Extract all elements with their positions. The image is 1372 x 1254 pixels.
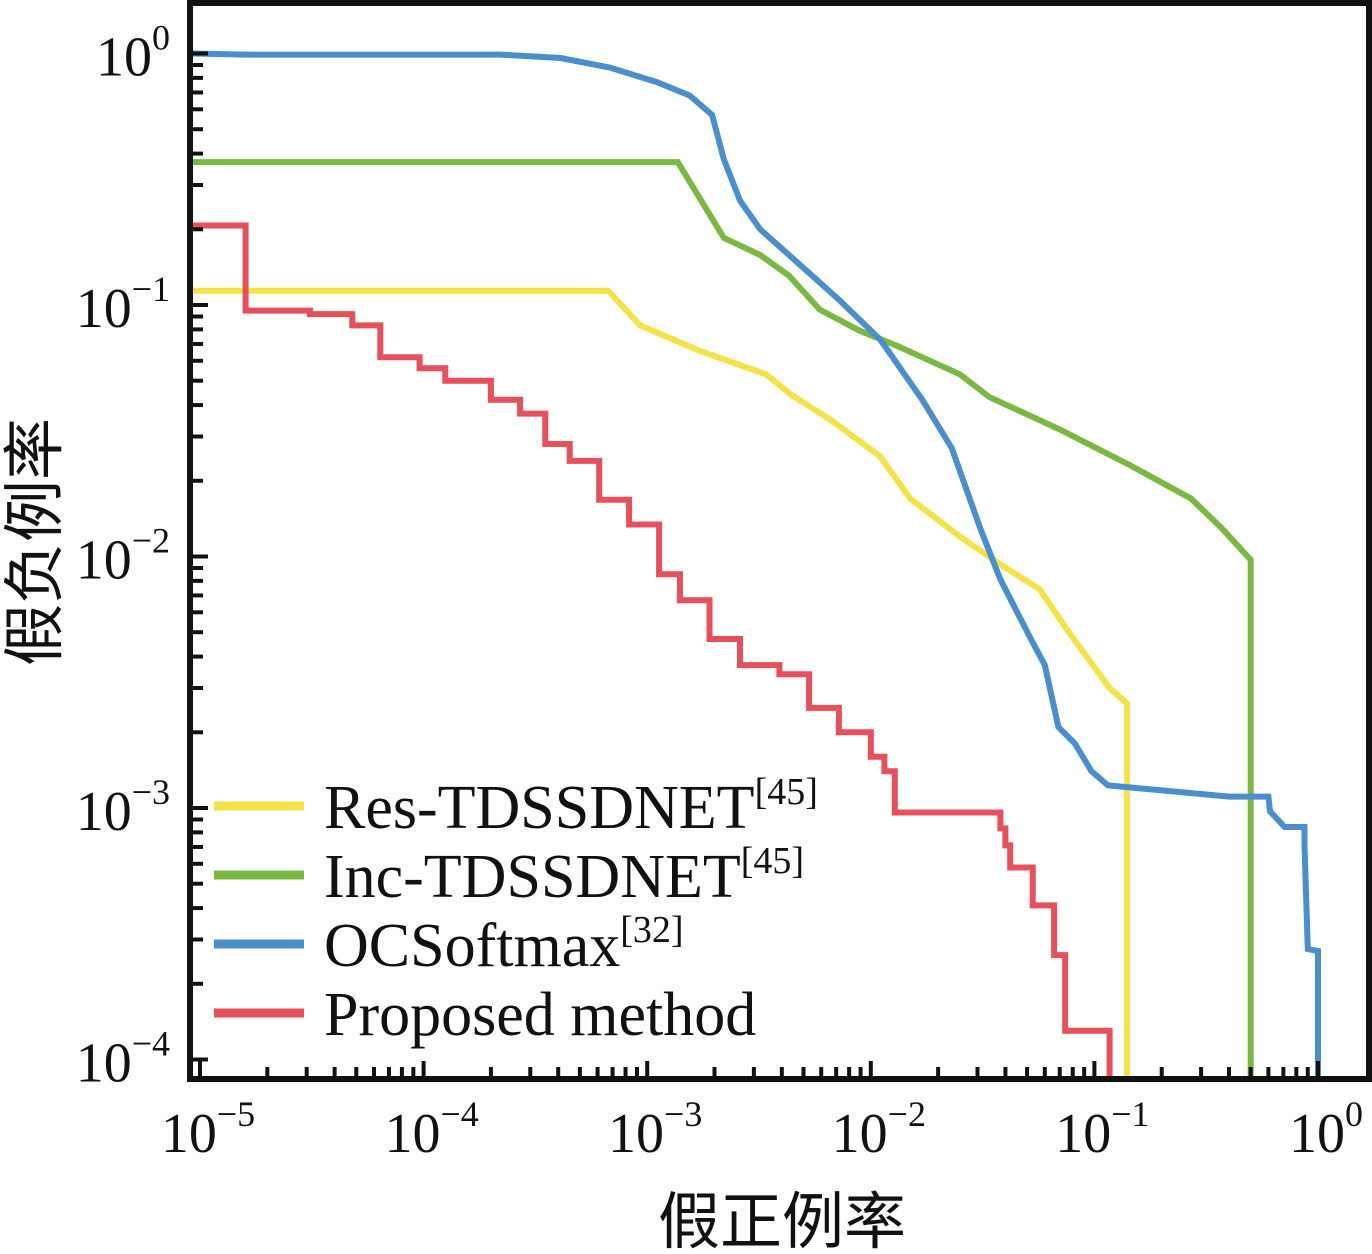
series-line-inc-tdssdnet [192,159,1254,1077]
x-tick-label: 10−3 [608,1094,702,1165]
x-tick-label: 10−4 [384,1094,478,1165]
x-axis-ticks [198,1061,1320,1079]
x-axis-title: 假正例率 [658,1185,906,1254]
y-tick-label: 100 [96,18,170,89]
series-layer [191,50,1321,1077]
y-tick-label: 10−2 [76,521,170,592]
legend-label: Proposed method [324,981,756,1049]
x-tick-label: 10−1 [1055,1094,1149,1165]
y-axis-tick-labels: 100 10−1 10−2 10−3 10−4 [76,18,170,1095]
x-tick-label: 10−2 [832,1094,926,1165]
plot-frame [187,0,1372,1082]
series-line-res-tdssdnet [192,287,1131,1077]
legend-item: OCSoftmax[32] [214,909,684,980]
legend-label: OCSoftmax[32] [324,909,684,980]
y-tick-label: 10−4 [76,1024,170,1095]
x-tick-label: 10−5 [161,1094,255,1165]
legend-label: Inc-TDSSDNET[45] [324,840,804,911]
legend: Res-TDSSDNET[45]Inc-TDSSDNET[45]OCSoftma… [214,771,818,1049]
series-line-ocsoftmax [191,50,1321,1077]
y-axis-title: 假负例率 [0,418,71,666]
y-tick-label: 10−3 [76,772,170,843]
y-tick-label: 10−1 [76,269,170,340]
y-axis-ticks [190,51,208,1062]
legend-item: Inc-TDSSDNET[45] [214,840,804,911]
legend-label: Res-TDSSDNET[45] [324,771,818,842]
x-tick-label: 100 [1289,1094,1363,1165]
legend-item: Res-TDSSDNET[45] [214,771,818,842]
x-axis-tick-labels: 10−5 10−4 10−3 10−2 10−1 100 [161,1094,1363,1165]
legend-item: Proposed method [214,981,756,1049]
series-line-proposed-method [192,222,1113,1077]
